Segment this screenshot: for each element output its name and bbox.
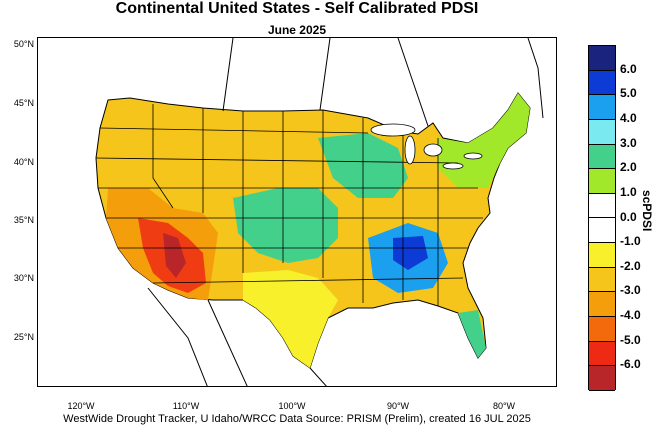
state-boundaries [95,104,483,306]
florida [458,310,486,358]
lon-label-100w: 100°W [278,401,306,411]
colorbar-tick-label: -2.0 [620,258,641,273]
lon-label-80w: 80°W [492,401,516,411]
wet-central-plains [233,188,338,263]
map-svg [95,38,544,386]
colorbar-tick-label: 5.0 [620,86,637,101]
colorbar-tick-label: -6.0 [620,357,641,372]
lat-label-45n: 45°N [13,98,34,108]
colorbar-tick-label: 3.0 [620,135,637,150]
colorbar-segment [589,144,615,170]
chart-subtitle: June 2025 [267,23,327,37]
colorbar-segment [589,267,615,293]
colorbar [588,45,616,391]
colorbar-tick-label: 2.0 [620,160,637,175]
colorbar-tick-label: -4.0 [620,308,641,323]
map-footer: WestWide Drought Tracker, U Idaho/WRCC D… [63,413,531,425]
colorbar-tick-label: -5.0 [620,332,641,347]
country-borders [147,38,544,386]
colorbar-segment [589,119,615,145]
colorbar-segment [589,243,615,268]
colorbar-segment [589,341,615,367]
extreme-dry-patch [163,233,186,278]
colorbar-segment [589,169,615,194]
colorbar-segment [589,366,615,391]
lat-label-25n: 25°N [13,332,34,342]
colorbar-tick-label: -3.0 [620,283,641,298]
great-lakes [370,123,483,170]
colorbar-tick-label: 0.0 [620,209,637,224]
lon-label-110w: 110°W [172,401,200,411]
chart-title: Continental United States - Self Calibra… [115,0,479,17]
northeast-mixed [438,93,530,188]
lat-label-40n: 40°N [13,157,34,167]
extreme-wet-patch [393,236,428,270]
colorbar-segment [589,193,615,219]
colorbar-segment [589,46,615,71]
lat-label-30n: 30°N [13,273,34,283]
colorbar-tick-label: 1.0 [620,184,637,199]
colorbar-segment [589,317,615,342]
colorbar-tick-label: 4.0 [620,110,637,125]
pdsi-map [37,37,557,387]
colorbar-segment [589,292,615,318]
texas-mixed [243,270,338,368]
colorbar-title: scPDSI [640,190,654,232]
colorbar-tick-label: 6.0 [620,61,637,76]
lat-label-35n: 35°N [13,215,34,225]
colorbar-segment [589,218,615,244]
colorbar-segment [589,95,615,120]
lon-label-90w: 90°W [386,401,410,411]
lon-label-120w: 120°W [67,401,95,411]
lat-label-50n: 50°N [13,39,34,49]
colorbar-segment [589,70,615,96]
colorbar-tick-label: -1.0 [620,234,641,249]
